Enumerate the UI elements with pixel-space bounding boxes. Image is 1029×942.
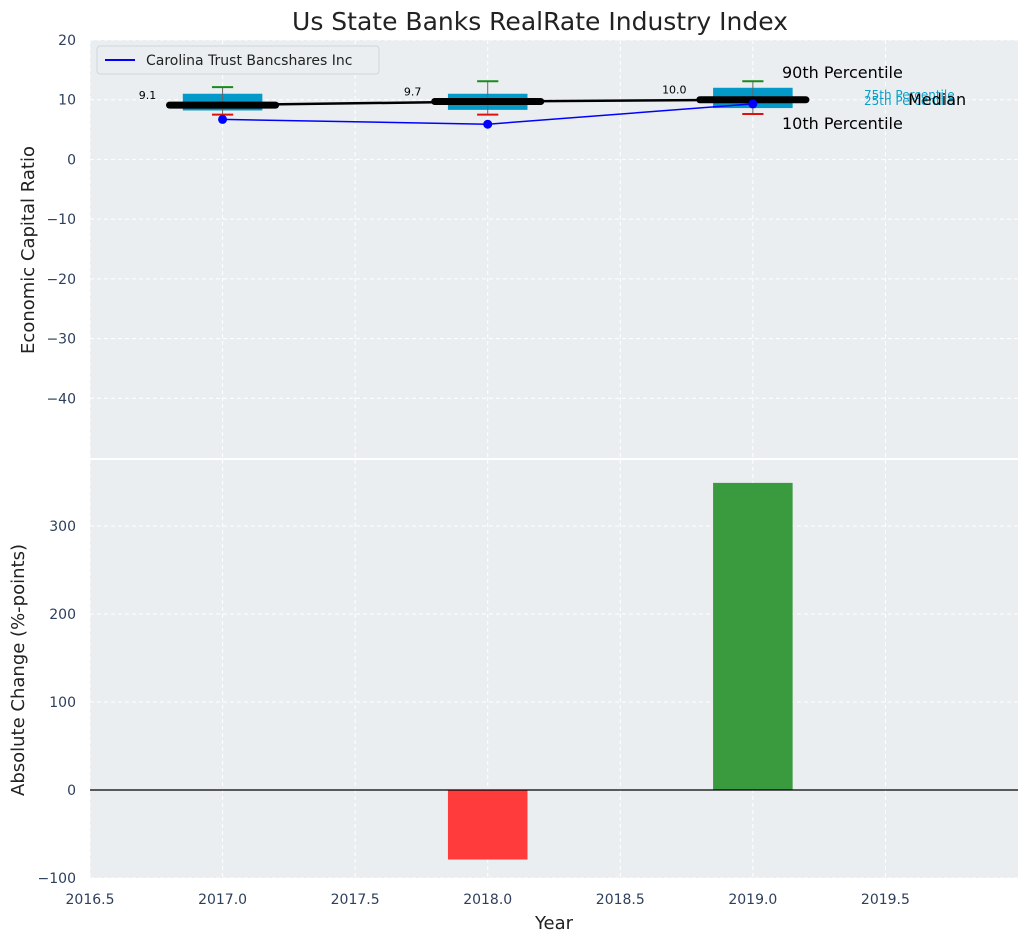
p75-annotation: 75th Percentile: [864, 88, 955, 102]
median-value-label: 9.1: [139, 89, 157, 102]
p90-annotation: 90th Percentile: [782, 63, 903, 82]
median-annotation: Median: [908, 90, 966, 109]
p25-annotation: 25th Percentile: [864, 94, 955, 108]
top-y-axis-label: Economic Capital Ratio: [18, 146, 39, 354]
x-tick-label: 2017.0: [198, 892, 247, 908]
chart-title: Us State Banks RealRate Industry Index: [292, 7, 788, 36]
y-tick-label: 100: [49, 695, 76, 711]
change-bar: [447, 790, 528, 860]
company-series-point: [748, 99, 758, 109]
company-series-point: [218, 114, 228, 124]
change-bar: [713, 482, 793, 790]
y-tick-label: −20: [46, 272, 76, 288]
x-tick-label: 2019.5: [861, 892, 910, 908]
legend-box: [96, 45, 380, 75]
y-tick-label: 300: [49, 519, 76, 535]
y-tick-label: 20: [58, 33, 76, 49]
y-tick-label: 0: [67, 152, 76, 168]
legend: Carolina Trust Bancshares Inc: [96, 45, 380, 75]
x-tick-label: 2016.5: [66, 892, 115, 908]
p10-annotation: 10th Percentile: [782, 114, 903, 133]
x-tick-label: 2018.0: [463, 892, 512, 908]
x-tick-label: 2019.0: [728, 892, 777, 908]
y-tick-label: −100: [38, 871, 76, 887]
top-panel: 20 10 0 −10 −20 −30 −40 9.1 9.7 10.0 90th Percen…: [18, 33, 1018, 458]
bottom-panel: 300 200 100 0 −100 2016.5 2017.0 2017.5 2018.0 2…: [8, 460, 1018, 934]
x-tick-label: 2017.5: [331, 892, 380, 908]
y-tick-label: 200: [49, 607, 76, 623]
y-tick-label: −30: [46, 332, 76, 348]
legend-entry: Carolina Trust Bancshares Inc: [146, 53, 352, 69]
bottom-plot-background: [90, 460, 1018, 878]
median-value-label: 9.7: [404, 86, 422, 99]
company-series-point: [483, 119, 493, 129]
median-value-label: 10.0: [662, 84, 687, 97]
y-tick-label: −40: [46, 391, 76, 407]
y-tick-label: −10: [46, 212, 76, 228]
x-axis-label: Year: [534, 913, 574, 934]
median-line: [222, 98, 753, 107]
y-tick-label: 10: [58, 93, 76, 109]
y-tick-label: 0: [67, 783, 76, 799]
x-tick-label: 2018.5: [596, 892, 645, 908]
bottom-y-axis-label: Absolute Change (%-points): [8, 544, 29, 796]
